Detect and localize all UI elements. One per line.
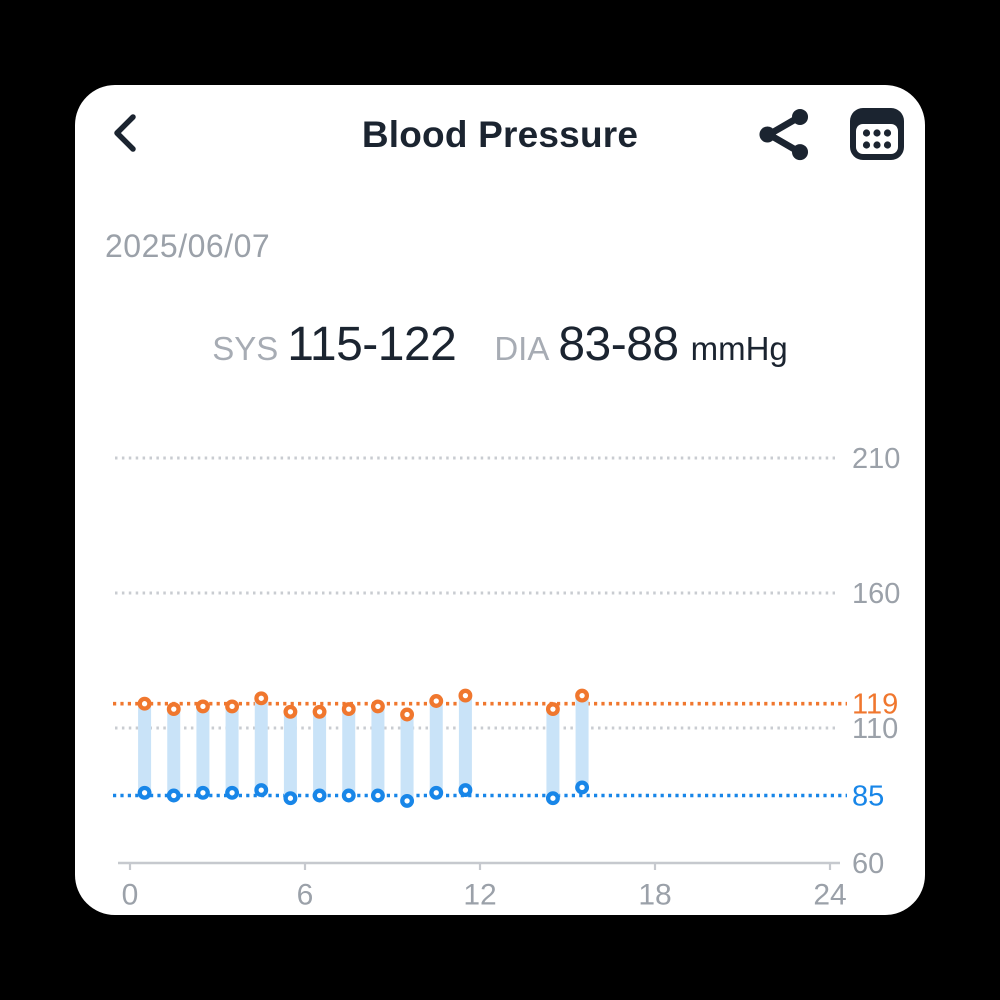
y-axis-label-160: 160 <box>852 578 900 610</box>
calendar-button[interactable] <box>845 102 909 166</box>
bp-unit: mmHg <box>690 330 788 367</box>
dia-point <box>166 788 181 803</box>
sys-point <box>370 699 385 714</box>
bp-range-band <box>342 709 356 796</box>
y-axis-label-110: 110 <box>852 713 898 745</box>
bp-range-band <box>283 711 297 799</box>
sys-point <box>458 688 473 703</box>
bp-range-band <box>138 703 152 793</box>
dia-point <box>225 785 240 800</box>
dia-point <box>283 791 298 806</box>
sys-point <box>137 696 152 711</box>
date-label: 2025/06/07 <box>105 228 271 264</box>
x-tick-label: 6 <box>297 879 314 912</box>
bp-summary: SYS 115-122 DIA 83-88 mmHg <box>75 317 925 372</box>
bp-range-band <box>313 711 327 796</box>
sys-point <box>166 702 181 717</box>
dia-point <box>312 788 327 803</box>
bp-range-band <box>371 706 385 796</box>
sys-point <box>545 702 560 717</box>
y-axis-label-60: 60 <box>852 848 884 880</box>
bp-range-band <box>429 701 443 793</box>
sys-point <box>429 694 444 708</box>
dia-point <box>429 785 444 800</box>
dia-point <box>254 783 269 798</box>
sys-value: 115-122 <box>287 318 457 371</box>
sys-point <box>225 699 240 714</box>
bp-range-band <box>167 709 181 796</box>
dia-point <box>137 785 152 800</box>
share-icon <box>759 108 809 161</box>
calendar-icon <box>850 108 904 160</box>
bp-range-band <box>575 695 589 788</box>
x-tick-label: 0 <box>122 879 139 912</box>
sys-point <box>400 707 415 722</box>
x-tick-label: 12 <box>463 879 496 912</box>
dia-point <box>458 783 473 798</box>
header-bar: Blood Pressure <box>75 85 925 185</box>
bp-range-band <box>225 706 239 793</box>
sys-point <box>341 702 356 717</box>
dia-point <box>575 780 590 795</box>
bp-range-band <box>546 709 560 799</box>
dia-point <box>370 788 385 803</box>
x-tick-label: 24 <box>813 879 846 912</box>
sys-point <box>312 704 327 719</box>
dia-value: 83-88 <box>558 318 679 371</box>
y-axis-label-210: 210 <box>852 443 900 475</box>
sys-label: SYS <box>212 330 279 367</box>
dia-point <box>545 791 560 806</box>
bp-range-band <box>400 714 414 801</box>
dia-point <box>195 785 210 800</box>
dia-label: DIA <box>494 330 550 367</box>
sys-point <box>283 704 298 719</box>
bp-range-band <box>458 695 472 791</box>
dia-point <box>400 793 415 808</box>
y-axis-label-119: 119 <box>852 689 898 721</box>
back-button[interactable] <box>103 109 151 157</box>
bp-range-band <box>196 706 210 793</box>
share-button[interactable] <box>753 103 815 165</box>
blood-pressure-card: Blood Pressure 2025/06/07 <box>75 85 925 915</box>
chevron-left-icon <box>114 114 136 152</box>
bp-range-band <box>254 698 268 791</box>
sys-point <box>254 691 269 706</box>
bp-chart: 0 6 12 18 24 210 160 119 110 85 60 <box>75 85 925 915</box>
sys-point <box>575 688 590 703</box>
sys-point <box>195 699 210 714</box>
y-axis-label-85: 85 <box>852 781 884 813</box>
page-title: Blood Pressure <box>361 114 639 155</box>
x-tick-label: 18 <box>638 879 671 912</box>
dia-point <box>341 788 356 803</box>
